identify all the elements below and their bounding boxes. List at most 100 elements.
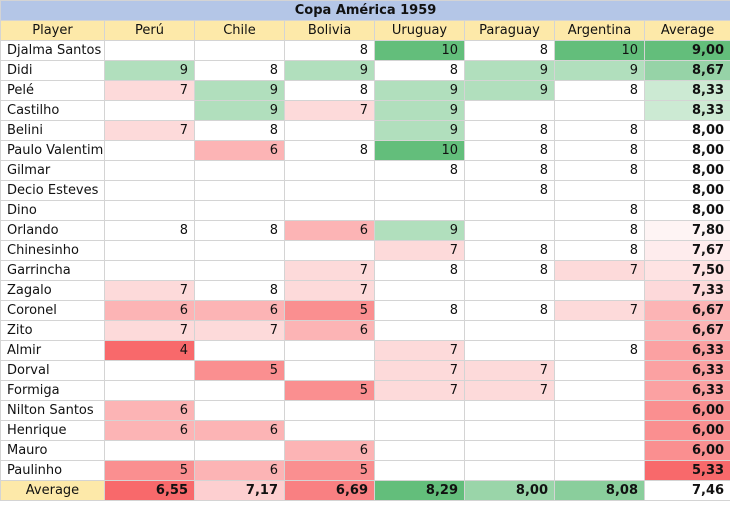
player-average: 5,33 (643, 460, 730, 481)
player-name: Zagalo (0, 280, 105, 301)
score-cell-uruguay: 7 (374, 340, 465, 361)
score-cell-chile: 5 (194, 360, 285, 381)
score-cell-bolivia: 6 (284, 220, 375, 241)
score-cell-uruguay (374, 420, 465, 441)
score-cell-argentina: 8 (554, 160, 645, 181)
score-cell-paraguay: 7 (464, 360, 555, 381)
score-cell-chile: 6 (194, 140, 285, 161)
player-average: 7,50 (643, 260, 730, 281)
table-row: Nilton Santos 6 6,00 (0, 400, 730, 421)
table-row: Coronel 6 6 5 8 8 7 6,67 (0, 300, 730, 321)
player-name: Nilton Santos (0, 400, 105, 421)
table-row: Formiga 5 7 7 6,33 (0, 380, 730, 401)
score-cell-bolivia: 6 (284, 440, 375, 461)
table-row: Garrincha 7 8 8 7 7,50 (0, 260, 730, 281)
table-row: Orlando 8 8 6 9 8 7,80 (0, 220, 730, 241)
score-cell-peru: 6 (104, 300, 195, 321)
table-row: Pelé 7 9 8 9 9 8 8,33 (0, 80, 730, 101)
table-row: Didi 9 8 9 8 9 9 8,67 (0, 60, 730, 81)
score-cell-argentina: 9 (554, 60, 645, 81)
score-cell-peru (104, 380, 195, 401)
player-average: 8,00 (643, 160, 730, 181)
score-cell-bolivia (284, 160, 375, 181)
score-cell-paraguay: 8 (464, 40, 555, 61)
score-cell-paraguay (464, 460, 555, 481)
score-cell-chile: 8 (194, 60, 285, 81)
score-cell-argentina: 10 (554, 40, 645, 61)
score-cell-uruguay: 8 (374, 60, 465, 81)
score-cell-bolivia: 7 (284, 280, 375, 301)
score-cell-peru (104, 260, 195, 281)
score-cell-paraguay: 8 (464, 160, 555, 181)
score-cell-peru: 7 (104, 320, 195, 341)
score-cell-bolivia: 6 (284, 320, 375, 341)
score-cell-bolivia (284, 360, 375, 381)
player-name: Paulinho (0, 460, 105, 481)
score-cell-argentina (554, 440, 645, 461)
score-cell-peru: 7 (104, 120, 195, 141)
player-average: 8,00 (643, 200, 730, 221)
score-cell-chile (194, 440, 285, 461)
score-cell-uruguay: 7 (374, 360, 465, 381)
player-name: Zito (0, 320, 105, 341)
player-name: Coronel (0, 300, 105, 321)
footer-avg-chile: 7,17 (194, 480, 285, 501)
score-cell-paraguay: 8 (464, 260, 555, 281)
score-cell-argentina: 7 (554, 300, 645, 321)
header-chile: Chile (194, 20, 285, 41)
player-average: 8,33 (643, 80, 730, 101)
score-cell-bolivia (284, 240, 375, 261)
score-cell-uruguay: 7 (374, 380, 465, 401)
score-cell-chile: 8 (194, 280, 285, 301)
score-cell-chile (194, 180, 285, 201)
score-cell-chile (194, 380, 285, 401)
score-cell-bolivia: 5 (284, 300, 375, 321)
score-cell-argentina: 8 (554, 340, 645, 361)
score-cell-peru (104, 240, 195, 261)
player-name: Decio Esteves (0, 180, 105, 201)
score-cell-bolivia: 5 (284, 380, 375, 401)
score-cell-peru (104, 40, 195, 61)
score-cell-uruguay: 10 (374, 40, 465, 61)
score-cell-chile: 9 (194, 100, 285, 121)
table-body: Djalma Santos 8 10 8 10 9,00 Didi 9 8 9 8 9 9 8,67 Pel… (0, 40, 730, 481)
score-cell-bolivia: 8 (284, 140, 375, 161)
player-name: Almir (0, 340, 105, 361)
table-row: Paulinho 5 6 5 5,33 (0, 460, 730, 481)
header-average: Average (643, 20, 730, 41)
table-row: Djalma Santos 8 10 8 10 9,00 (0, 40, 730, 61)
player-name: Garrincha (0, 260, 105, 281)
player-average: 8,00 (643, 180, 730, 201)
score-cell-chile: 6 (194, 300, 285, 321)
footer-avg-paraguay: 8,00 (464, 480, 555, 501)
score-cell-chile (194, 200, 285, 221)
player-name: Gilmar (0, 160, 105, 181)
score-cell-paraguay (464, 320, 555, 341)
player-average: 8,33 (643, 100, 730, 121)
score-cell-argentina (554, 360, 645, 381)
table-row: Zagalo 7 8 7 7,33 (0, 280, 730, 301)
score-cell-uruguay (374, 200, 465, 221)
table-row: Decio Esteves 8 8,00 (0, 180, 730, 201)
score-cell-chile: 6 (194, 420, 285, 441)
score-cell-bolivia (284, 180, 375, 201)
score-cell-argentina (554, 320, 645, 341)
footer-avg-peru: 6,55 (104, 480, 195, 501)
player-average: 7,67 (643, 240, 730, 261)
table-row: Zito 7 7 6 6,67 (0, 320, 730, 341)
score-cell-uruguay: 9 (374, 120, 465, 141)
score-cell-peru (104, 160, 195, 181)
score-cell-argentina: 7 (554, 260, 645, 281)
score-cell-uruguay: 8 (374, 160, 465, 181)
header-bolivia: Bolivia (284, 20, 375, 41)
score-cell-argentina (554, 400, 645, 421)
player-average: 6,00 (643, 420, 730, 441)
player-average: 6,33 (643, 360, 730, 381)
score-cell-paraguay: 9 (464, 60, 555, 81)
title-row: Copa América 1959 (0, 0, 730, 21)
player-name: Belini (0, 120, 105, 141)
footer-avg-bolivia: 6,69 (284, 480, 375, 501)
score-cell-bolivia (284, 340, 375, 361)
score-cell-peru: 9 (104, 60, 195, 81)
player-average: 8,67 (643, 60, 730, 81)
